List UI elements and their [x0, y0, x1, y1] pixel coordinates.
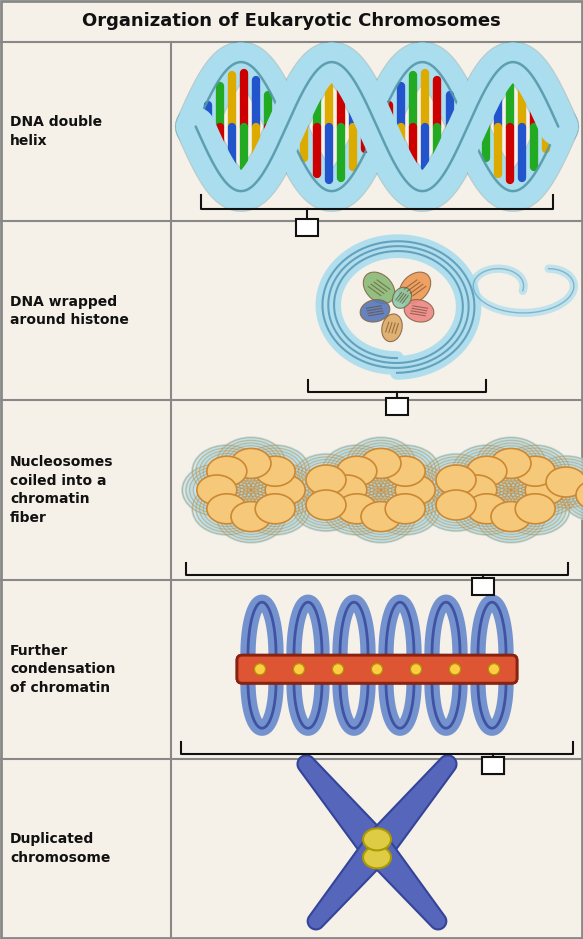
Ellipse shape	[265, 475, 305, 505]
Text: Nucleosomes
coiled into a
chromatin
fiber: Nucleosomes coiled into a chromatin fibe…	[10, 455, 114, 525]
FancyBboxPatch shape	[237, 655, 517, 684]
Text: Further
condensation
of chromatin: Further condensation of chromatin	[10, 644, 115, 695]
Bar	[386, 398, 408, 415]
Ellipse shape	[207, 494, 247, 524]
Ellipse shape	[491, 449, 531, 478]
Ellipse shape	[337, 494, 377, 524]
Ellipse shape	[363, 846, 391, 869]
Ellipse shape	[231, 449, 271, 478]
Circle shape	[332, 664, 343, 675]
FancyBboxPatch shape	[237, 655, 517, 684]
Ellipse shape	[363, 272, 395, 303]
Circle shape	[449, 664, 461, 675]
Ellipse shape	[399, 272, 431, 303]
Ellipse shape	[231, 501, 271, 531]
Ellipse shape	[361, 449, 401, 478]
Ellipse shape	[306, 490, 346, 520]
Ellipse shape	[337, 456, 377, 486]
Ellipse shape	[395, 475, 435, 505]
Polygon shape	[297, 755, 389, 858]
Ellipse shape	[363, 828, 391, 851]
Ellipse shape	[515, 456, 555, 486]
Circle shape	[371, 664, 382, 675]
Ellipse shape	[382, 314, 402, 342]
Circle shape	[293, 664, 304, 675]
Ellipse shape	[392, 287, 412, 308]
Ellipse shape	[306, 465, 346, 495]
Text: DNA wrapped
around histone: DNA wrapped around histone	[10, 295, 129, 327]
Bar	[482, 757, 504, 774]
Polygon shape	[308, 839, 388, 930]
Circle shape	[410, 664, 422, 675]
Ellipse shape	[467, 456, 507, 486]
Text: DNA double
helix: DNA double helix	[10, 115, 102, 147]
Circle shape	[410, 664, 422, 675]
Ellipse shape	[436, 465, 476, 495]
Ellipse shape	[404, 300, 434, 322]
Ellipse shape	[197, 475, 237, 505]
Circle shape	[255, 664, 265, 675]
Ellipse shape	[515, 494, 555, 524]
Ellipse shape	[385, 494, 425, 524]
Circle shape	[449, 664, 461, 675]
Ellipse shape	[361, 501, 401, 531]
Circle shape	[371, 664, 382, 675]
Bar	[296, 219, 318, 237]
Ellipse shape	[255, 456, 295, 486]
Ellipse shape	[436, 490, 476, 520]
Ellipse shape	[255, 494, 295, 524]
Bar	[482, 757, 504, 774]
Ellipse shape	[385, 456, 425, 486]
Polygon shape	[366, 839, 447, 930]
Circle shape	[332, 664, 343, 675]
Circle shape	[255, 664, 265, 675]
Ellipse shape	[546, 467, 583, 497]
Ellipse shape	[467, 494, 507, 524]
Ellipse shape	[360, 300, 390, 322]
Ellipse shape	[576, 480, 583, 510]
Ellipse shape	[457, 475, 497, 505]
Polygon shape	[365, 755, 456, 858]
Bar	[472, 577, 494, 594]
Circle shape	[489, 664, 500, 675]
Text: Organization of Eukaryotic Chromosomes: Organization of Eukaryotic Chromosomes	[82, 12, 501, 30]
Circle shape	[489, 664, 500, 675]
Ellipse shape	[207, 456, 247, 486]
Ellipse shape	[491, 501, 531, 531]
Circle shape	[293, 664, 304, 675]
Text: Duplicated
chromosome: Duplicated chromosome	[10, 832, 110, 865]
Ellipse shape	[327, 475, 367, 505]
Ellipse shape	[525, 475, 565, 505]
